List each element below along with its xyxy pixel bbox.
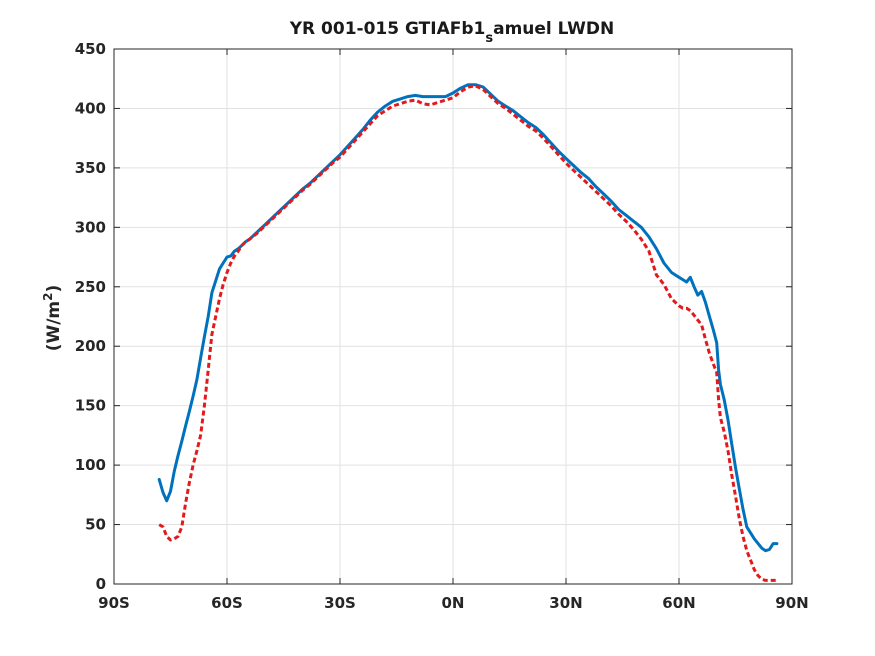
y-axis-label: (W/m2) [41, 285, 64, 352]
chart-title-rest: amuel LWDN [493, 19, 614, 39]
x-tick-label: 30S [324, 594, 356, 612]
y-tick-label: 200 [75, 337, 106, 355]
x-tick-label: 90N [775, 594, 808, 612]
y-axis-label-superscript: 2 [41, 292, 55, 300]
y-axis-tick-labels: 0 50 100 150 200 250 300 350 400 450 [75, 40, 106, 593]
x-axis-tick-labels: 90S 60S 30S 0N 30N 60N 90N [98, 594, 809, 612]
y-tick-label: 450 [75, 40, 106, 58]
y-axis-label-main: (W/m [44, 301, 64, 351]
y-tick-label: 350 [75, 159, 106, 177]
y-tick-label: 250 [75, 278, 106, 296]
x-tick-label: 0N [442, 594, 465, 612]
y-tick-label: 0 [96, 575, 106, 593]
x-tick-label: 60S [211, 594, 243, 612]
y-tick-label: 150 [75, 397, 106, 415]
series-line-2 [158, 84, 777, 582]
chart-title: YR 001-015 GTIAFb1samuel LWDN [289, 19, 615, 46]
axis-ticks [113, 48, 793, 585]
y-axis-label-end: ) [44, 285, 64, 293]
y-tick-label: 300 [75, 218, 106, 236]
x-tick-label: 60N [662, 594, 695, 612]
x-tick-label: 30N [549, 594, 582, 612]
y-tick-label: 50 [85, 516, 106, 534]
series-line-1 [157, 83, 779, 553]
chart-title-subscript: s [485, 31, 493, 46]
x-tick-label: 90S [98, 594, 130, 612]
y-tick-label: 400 [75, 99, 106, 117]
chart-title-main: YR 001-015 GTIAFb1 [289, 19, 486, 39]
series-layer [157, 83, 779, 582]
y-tick-label: 100 [75, 456, 106, 474]
